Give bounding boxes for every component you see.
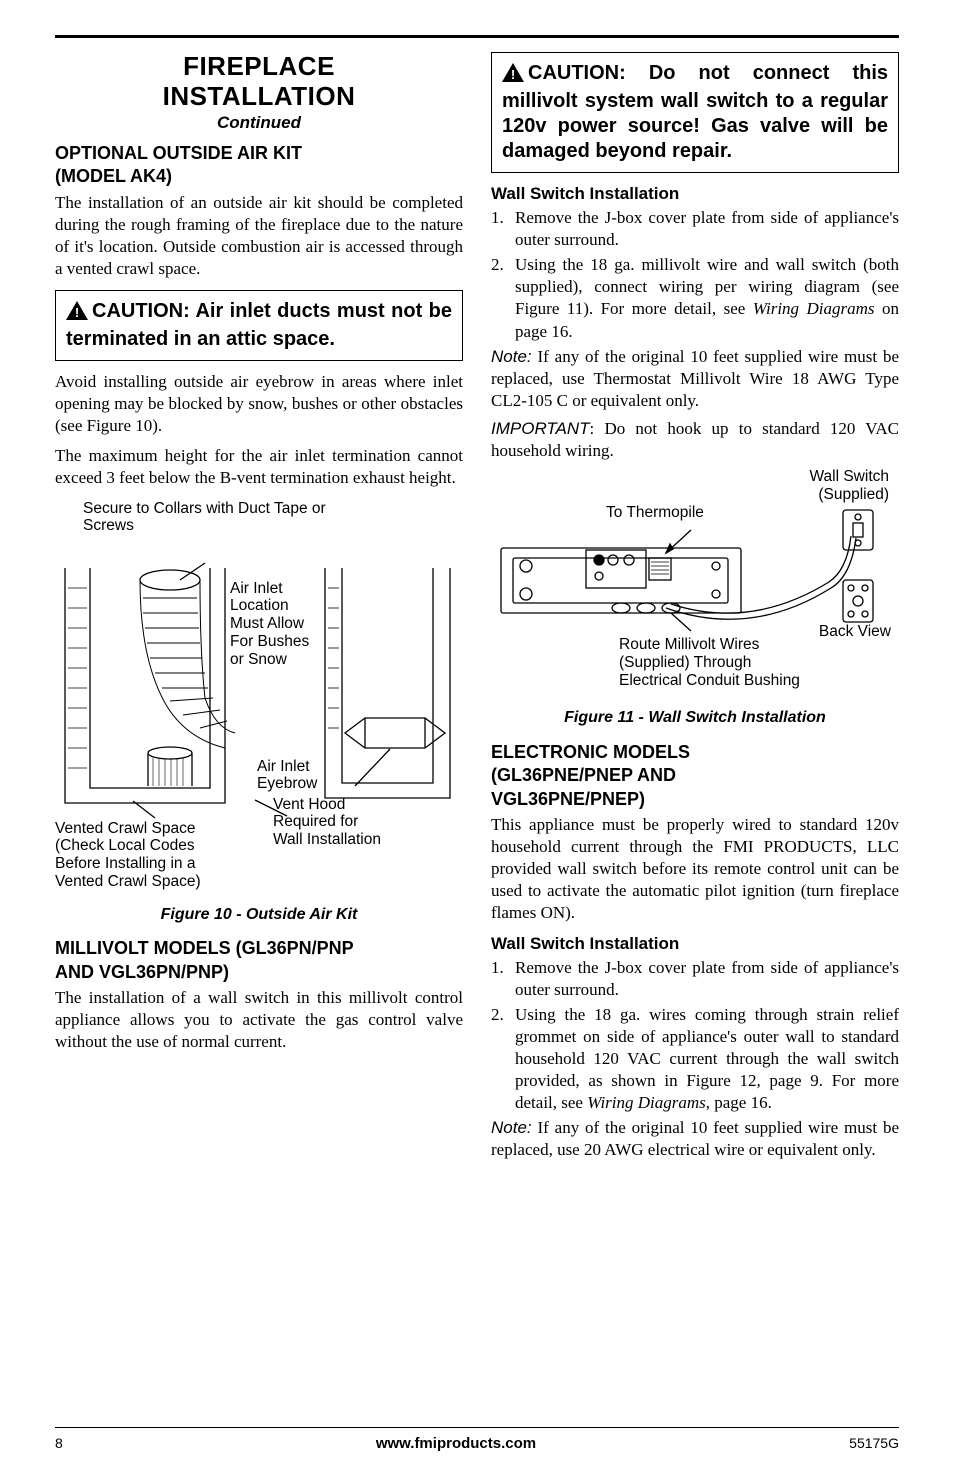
figure-10: Secure to Collars with Duct Tape or Scre… — [55, 500, 463, 895]
figure-10-caption: Figure 10 - Outside Air Kit — [55, 905, 463, 926]
warning-icon: ! — [66, 301, 88, 327]
wall-switch-heading-2: Wall Switch Installation — [491, 933, 899, 955]
list-item: Remove the J-box cover plate from side o… — [491, 957, 899, 1001]
avoid-paragraph: Avoid installing outside air eyebrow in … — [55, 371, 463, 437]
caution-text: CAUTION: Do not connect this millivolt s… — [502, 62, 888, 162]
wall-switch-heading-1: Wall Switch Installation — [491, 183, 899, 205]
optional-head-l2: (MODEL AK4) — [55, 165, 463, 188]
page-number: 8 — [55, 1434, 63, 1452]
millivolt-heading: MILLIVOLT MODELS (GL36PN/PNP AND VGL36PN… — [55, 937, 463, 984]
section-title-line2: INSTALLATION — [55, 82, 463, 112]
optional-head-l1: OPTIONAL OUTSIDE AIR KIT — [55, 142, 463, 165]
caution-box-inlet-ducts: ! CAUTION: Air inlet ducts must not be t… — [55, 290, 463, 361]
wall-switch-list-1: Remove the J-box cover plate from side o… — [491, 207, 899, 343]
continued-label: Continued — [55, 112, 463, 134]
fig10-air-inlet-location-label: Air Inlet Location Must Allow For Bushes… — [230, 580, 309, 669]
figure-11-caption: Figure 11 - Wall Switch Installation — [491, 708, 899, 729]
fig10-vent-hood-label: Vent Hood Required for Wall Installation — [273, 796, 381, 849]
doc-number: 55175G — [849, 1434, 899, 1452]
section-title-line1: FIREPLACE — [55, 52, 463, 82]
fig11-wall-switch-label: Wall Switch (Supplied) — [809, 468, 889, 504]
optional-air-kit-heading: OPTIONAL OUTSIDE AIR KIT (MODEL AK4) — [55, 142, 463, 189]
wall-switch-list-2: Remove the J-box cover plate from side o… — [491, 957, 899, 1115]
caution-text: CAUTION: Air inlet ducts must not be ter… — [66, 300, 452, 350]
note-1: Note: If any of the original 10 feet sup… — [491, 346, 899, 412]
electronic-heading: ELECTRONIC MODELS (GL36PNE/PNEP AND VGL3… — [491, 741, 899, 811]
svg-text:!: ! — [75, 305, 79, 320]
max-height-paragraph: The maximum height for the air inlet ter… — [55, 445, 463, 489]
important-note: IMPORTANT: Do not hook up to standard 12… — [491, 418, 899, 462]
fig11-back-view-label: Back View — [819, 623, 891, 641]
right-column: ! CAUTION: Do not connect this millivolt… — [491, 52, 899, 1168]
note-2: Note: If any of the original 10 feet sup… — [491, 1117, 899, 1161]
fig10-eyebrow-label: Air Inlet Eyebrow — [257, 758, 317, 794]
warning-icon: ! — [502, 63, 524, 89]
millivolt-paragraph: The installation of a wall switch in thi… — [55, 987, 463, 1053]
list-item: Using the 18 ga. wires coming through st… — [491, 1004, 899, 1114]
footer-url: www.fmiproducts.com — [376, 1434, 536, 1454]
fig11-route-label: Route Millivolt Wires (Supplied) Through… — [619, 636, 800, 689]
list-item: Remove the J-box cover plate from side o… — [491, 207, 899, 251]
fig10-secure-label: Secure to Collars with Duct Tape or Scre… — [83, 500, 326, 536]
list-item: Using the 18 ga. millivolt wire and wall… — [491, 254, 899, 342]
top-rule — [55, 35, 899, 38]
page-footer: 8 www.fmiproducts.com 55175G — [55, 1427, 899, 1454]
figure-11: Wall Switch (Supplied) To Thermopile — [491, 468, 899, 698]
optional-air-kit-paragraph: The installation of an outside air kit s… — [55, 192, 463, 280]
caution-box-millivolt: ! CAUTION: Do not connect this millivolt… — [491, 52, 899, 173]
svg-text:!: ! — [511, 67, 515, 82]
left-column: FIREPLACE INSTALLATION Continued OPTIONA… — [55, 52, 463, 1168]
section-title: FIREPLACE INSTALLATION — [55, 52, 463, 112]
electronic-paragraph: This appliance must be properly wired to… — [491, 814, 899, 924]
fig10-crawl-label: Vented Crawl Space (Check Local Codes Be… — [55, 820, 201, 891]
content-columns: FIREPLACE INSTALLATION Continued OPTIONA… — [55, 52, 899, 1168]
